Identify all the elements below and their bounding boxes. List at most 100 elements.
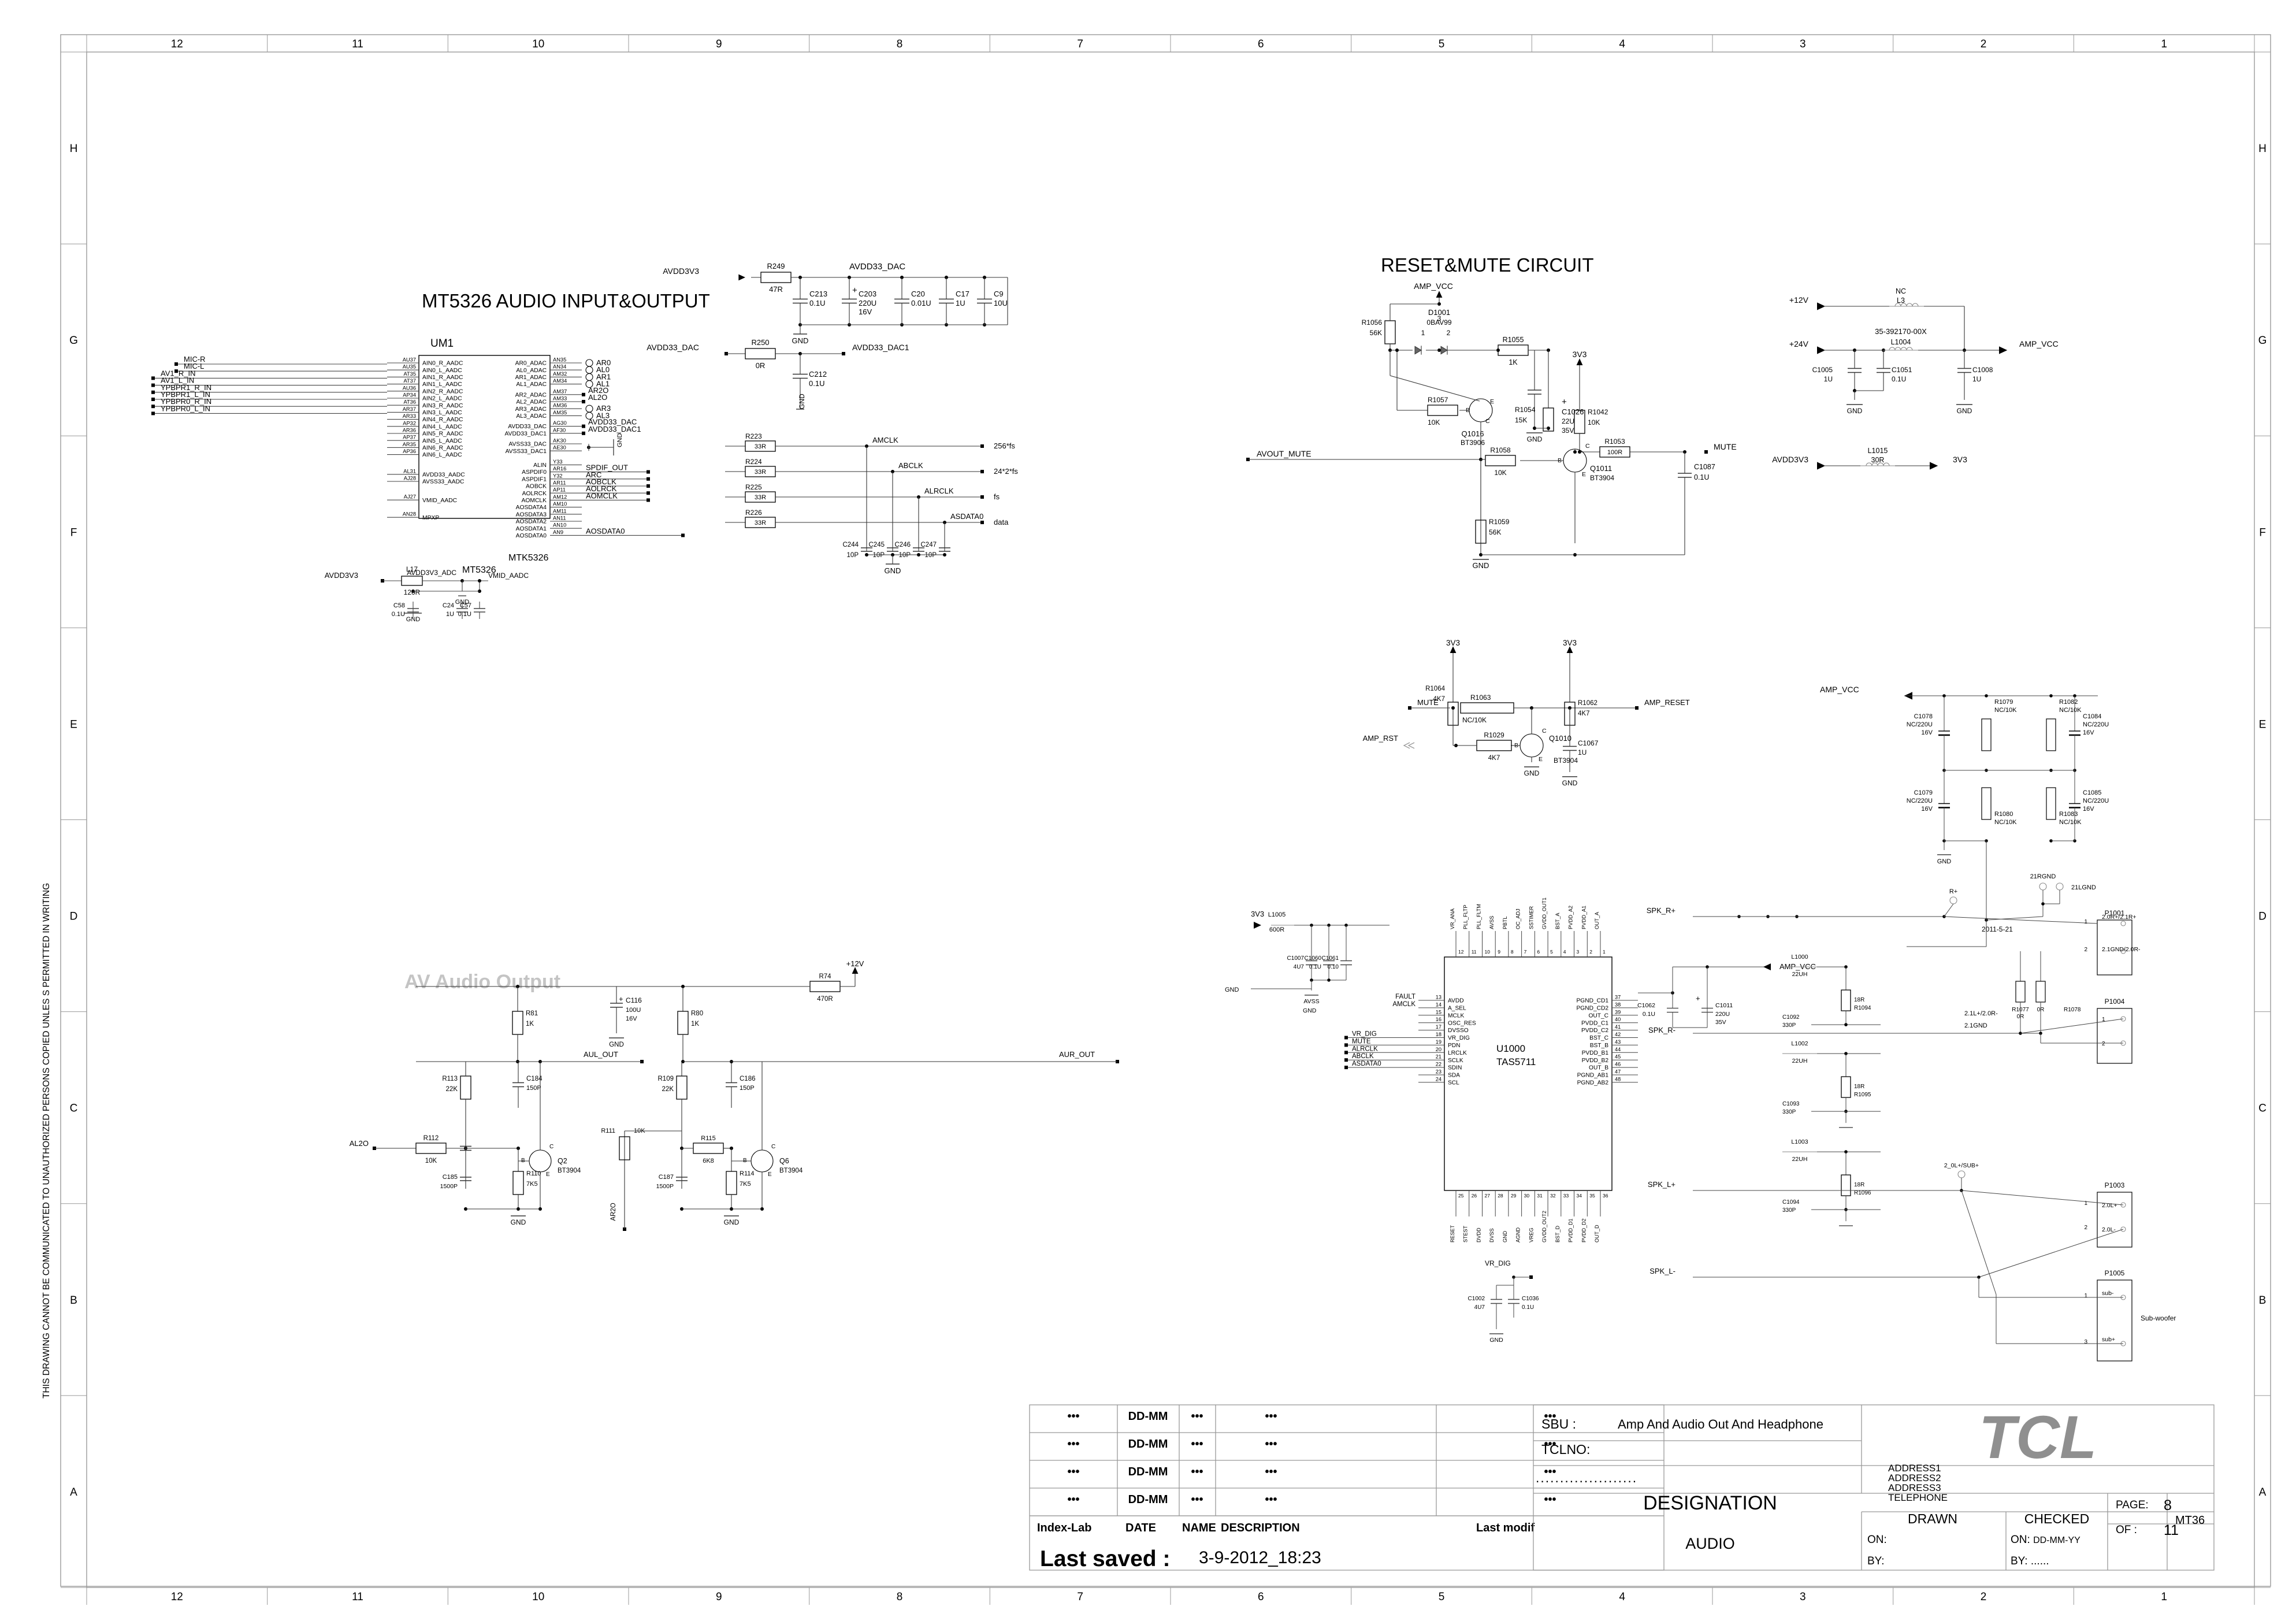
svg-text:C1067: C1067 — [1578, 739, 1599, 747]
svg-text:AM11: AM11 — [553, 508, 567, 514]
svg-text:MCLK: MCLK — [1448, 1012, 1465, 1019]
svg-text:2: 2 — [1447, 329, 1451, 337]
svg-text:AR0_ADAC: AR0_ADAC — [515, 361, 547, 367]
svg-text:•••: ••• — [1191, 1438, 1203, 1451]
svg-text:AOSDATA1: AOSDATA1 — [516, 526, 547, 532]
svg-text:2: 2 — [1981, 1591, 1987, 1603]
svg-text:C245: C245 — [869, 541, 885, 548]
svg-text:10K: 10K — [425, 1158, 437, 1164]
svg-text:GND: GND — [792, 336, 809, 345]
svg-text:P1005: P1005 — [2105, 1269, 2125, 1277]
svg-text:1U: 1U — [1578, 748, 1587, 756]
svg-text:R80: R80 — [691, 1010, 703, 1017]
svg-text:AOSDATA2: AOSDATA2 — [516, 519, 547, 525]
svg-text:THIS DRAWING CANNOT BE COMMUNI: THIS DRAWING CANNOT BE COMMUNICATED TO U… — [42, 883, 51, 1399]
svg-text:600R: 600R — [1269, 926, 1284, 933]
svg-text:35V: 35V — [1562, 426, 1574, 435]
svg-text:•••: ••• — [1191, 1410, 1203, 1423]
svg-text:+12V: +12V — [1789, 295, 1809, 305]
svg-text:NC/220U: NC/220U — [2083, 721, 2109, 728]
svg-text:9: 9 — [716, 1591, 722, 1603]
svg-text:A: A — [2259, 1486, 2267, 1498]
svg-text:47: 47 — [1615, 1069, 1621, 1075]
svg-text:GND: GND — [1303, 1007, 1317, 1014]
svg-text:3: 3 — [1800, 1591, 1806, 1603]
svg-text:E: E — [1539, 756, 1543, 763]
svg-text:40: 40 — [1615, 1017, 1621, 1022]
svg-text:0R: 0R — [756, 361, 766, 370]
svg-text:C24: C24 — [443, 602, 454, 609]
svg-text:R74: R74 — [819, 973, 831, 980]
svg-text:OUT_C: OUT_C — [1588, 1012, 1608, 1019]
svg-text:35-392170-00X: 35-392170-00X — [1875, 327, 1927, 336]
svg-text:100U: 100U — [626, 1007, 641, 1014]
svg-text:NC/10K: NC/10K — [1994, 819, 2017, 826]
svg-text:U1000: U1000 — [1496, 1043, 1525, 1054]
svg-text:NAME: NAME — [1182, 1522, 1216, 1534]
svg-text:100R: 100R — [1607, 449, 1622, 456]
svg-text:R1094: R1094 — [1854, 1005, 1871, 1011]
svg-text:C: C — [771, 1144, 775, 1150]
svg-text:GND: GND — [511, 1218, 526, 1226]
svg-text:11: 11 — [352, 38, 363, 50]
svg-text:OF :: OF : — [2116, 1524, 2137, 1536]
svg-text:P1003: P1003 — [2105, 1181, 2125, 1189]
svg-text:R1029: R1029 — [1484, 731, 1504, 739]
svg-text:AP11: AP11 — [553, 487, 566, 493]
svg-text:YPBPR0_L_IN: YPBPR0_L_IN — [161, 404, 210, 413]
svg-text:AU35: AU35 — [403, 364, 416, 370]
svg-text:E: E — [1490, 398, 1494, 405]
svg-text:AN28: AN28 — [403, 511, 416, 517]
svg-text:AM32: AM32 — [553, 371, 567, 377]
svg-text:AVSS33_DAC: AVSS33_DAC — [508, 442, 547, 448]
svg-text:38: 38 — [1615, 1001, 1621, 1007]
svg-text:330P: 330P — [1782, 1207, 1796, 1214]
svg-text:OUT_D: OUT_D — [1594, 1225, 1600, 1242]
svg-text:AT37: AT37 — [403, 378, 416, 384]
svg-text:43: 43 — [1615, 1039, 1621, 1045]
svg-text:7K5: 7K5 — [740, 1181, 751, 1188]
svg-text:56K: 56K — [1489, 528, 1501, 536]
svg-text:VMID_AADC: VMID_AADC — [488, 572, 529, 580]
svg-text:CHECKED: CHECKED — [2024, 1511, 2089, 1526]
svg-text:ON:: ON: — [1867, 1534, 1887, 1546]
svg-text:28: 28 — [1498, 1193, 1503, 1199]
svg-text:47R: 47R — [769, 285, 783, 294]
svg-text:10K: 10K — [1588, 418, 1600, 426]
svg-text:0.1U: 0.1U — [1522, 1304, 1534, 1311]
svg-text:AL0_ADAC: AL0_ADAC — [516, 368, 547, 374]
svg-text:AMP_VCC: AMP_VCC — [1820, 685, 1859, 694]
svg-text:NC/10K: NC/10K — [2059, 707, 2082, 714]
svg-text:9: 9 — [1498, 949, 1500, 955]
svg-text:1500P: 1500P — [656, 1183, 674, 1190]
svg-text:PGND_CD2: PGND_CD2 — [1577, 1006, 1609, 1012]
svg-text:SBU :: SBU : — [1541, 1416, 1576, 1431]
svg-text:B: B — [521, 1158, 525, 1164]
svg-text:R1053: R1053 — [1604, 437, 1625, 446]
svg-text:A_SEL: A_SEL — [1448, 1006, 1466, 1012]
svg-text:10P: 10P — [925, 552, 937, 559]
svg-text:F: F — [2259, 526, 2266, 539]
svg-text:C9: C9 — [994, 290, 1004, 298]
svg-text:2.1GND: 2.1GND — [1964, 1022, 1987, 1029]
svg-text:Q6: Q6 — [779, 1157, 789, 1165]
svg-text:•••: ••• — [1265, 1466, 1277, 1478]
svg-text:2: 2 — [2084, 1225, 2087, 1231]
svg-text:C212: C212 — [809, 370, 827, 379]
svg-text:4U7: 4U7 — [1474, 1304, 1485, 1311]
svg-text:AM36: AM36 — [553, 403, 567, 409]
svg-text:16V: 16V — [2083, 806, 2094, 813]
svg-text:12: 12 — [1458, 949, 1464, 955]
svg-text:48: 48 — [1615, 1076, 1621, 1082]
svg-text:R109: R109 — [658, 1075, 674, 1082]
svg-text:BT3904: BT3904 — [779, 1167, 803, 1174]
svg-text:AM10: AM10 — [553, 501, 567, 507]
svg-text:AOMCLK: AOMCLK — [522, 498, 547, 504]
svg-text:VR_DIG: VR_DIG — [1485, 1259, 1511, 1267]
svg-text:L1015: L1015 — [1868, 447, 1888, 455]
svg-text:AP32: AP32 — [403, 420, 416, 426]
svg-text:AR2_ADAC: AR2_ADAC — [515, 392, 547, 398]
svg-text:4K7: 4K7 — [1578, 710, 1589, 717]
svg-text:C244: C244 — [843, 541, 859, 548]
svg-text:AN9: AN9 — [553, 529, 563, 535]
